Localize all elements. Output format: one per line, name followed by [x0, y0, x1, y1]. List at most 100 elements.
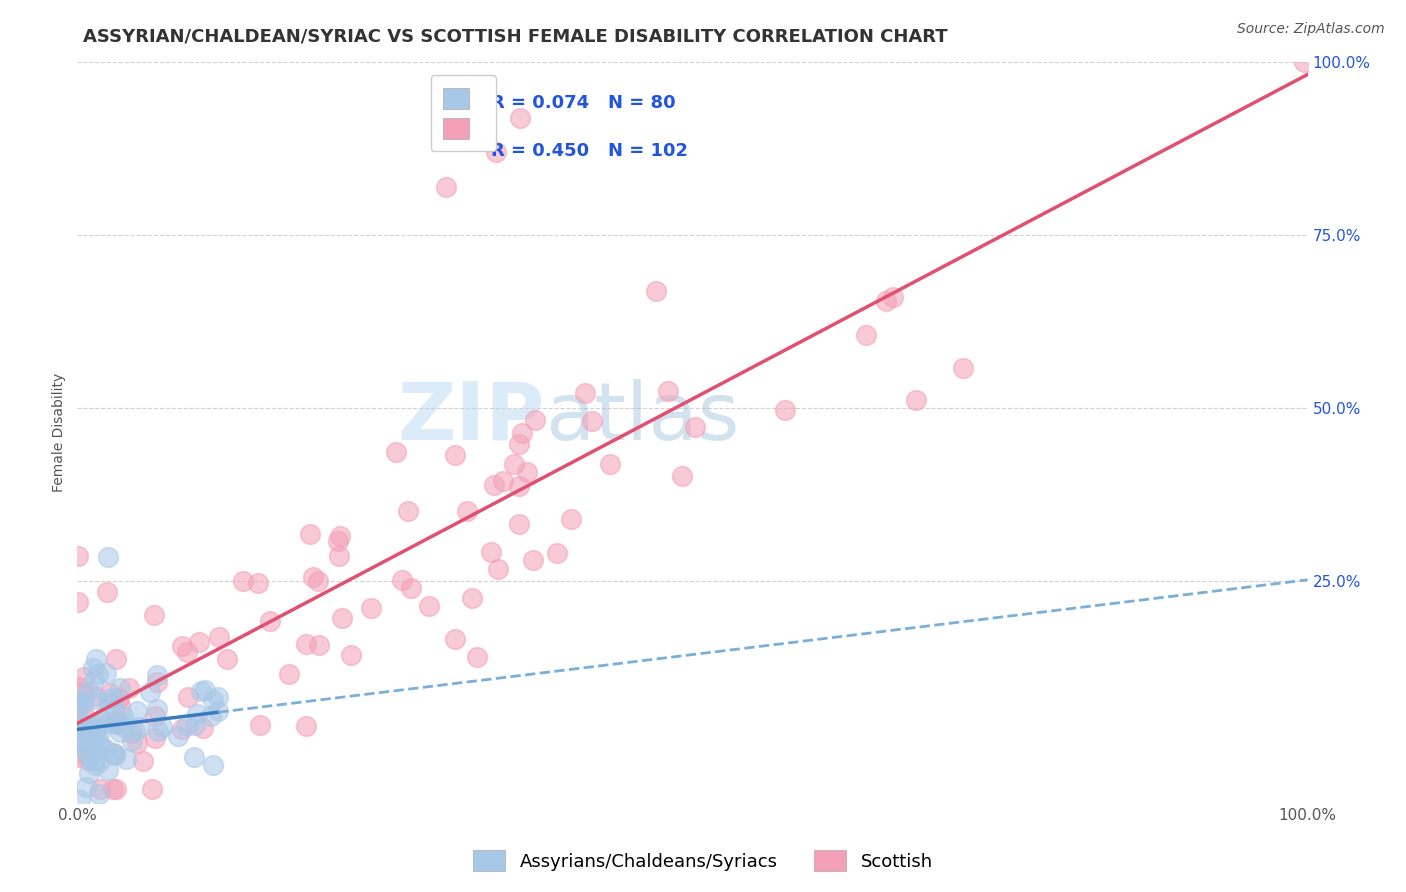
- Point: [94, 666, 117, 681]
- Point: [875, 293, 897, 308]
- Point: [201, 758, 224, 772]
- Point: [277, 667, 299, 681]
- Point: [96, 585, 118, 599]
- Point: [72, 704, 94, 718]
- Point: [125, 736, 148, 750]
- Point: [247, 575, 270, 590]
- Point: [298, 527, 321, 541]
- Point: [104, 781, 127, 796]
- Point: [103, 690, 125, 705]
- Point: [67, 680, 90, 694]
- Point: [83, 729, 105, 743]
- Point: [510, 425, 533, 440]
- Point: [132, 754, 155, 768]
- Point: [110, 725, 132, 739]
- Point: [70, 735, 93, 749]
- Point: [491, 474, 513, 488]
- Point: [80, 726, 103, 740]
- Point: [176, 645, 198, 659]
- Point: [103, 703, 125, 717]
- Point: [184, 717, 207, 731]
- Point: [172, 723, 194, 737]
- Point: [77, 753, 100, 767]
- Point: [101, 746, 124, 760]
- Point: [444, 448, 467, 462]
- Text: ASSYRIAN/CHALDEAN/SYRIAC VS SCOTTISH FEMALE DISABILITY CORRELATION CHART: ASSYRIAN/CHALDEAN/SYRIAC VS SCOTTISH FEM…: [83, 28, 948, 45]
- Text: N = 102: N = 102: [607, 143, 688, 161]
- Point: [882, 290, 904, 304]
- Y-axis label: Female Disability: Female Disability: [52, 373, 66, 492]
- Point: [456, 504, 478, 518]
- Point: [176, 717, 198, 731]
- Point: [581, 414, 603, 428]
- Point: [294, 637, 316, 651]
- Point: [465, 649, 488, 664]
- Point: [508, 479, 530, 493]
- Point: [330, 610, 353, 624]
- Point: [104, 747, 127, 761]
- Point: [202, 693, 225, 707]
- Point: [108, 681, 131, 696]
- Point: [191, 721, 214, 735]
- Text: N = 80: N = 80: [607, 95, 675, 112]
- Point: [307, 574, 329, 588]
- Point: [89, 788, 111, 802]
- Point: [444, 632, 467, 646]
- Point: [75, 724, 97, 739]
- Point: [72, 697, 94, 711]
- Point: [259, 614, 281, 628]
- Point: [67, 731, 90, 746]
- Point: [177, 690, 200, 704]
- Point: [89, 727, 111, 741]
- Point: [560, 512, 582, 526]
- Point: [111, 709, 134, 723]
- Point: [508, 437, 530, 451]
- Point: [207, 690, 229, 704]
- Point: [83, 758, 105, 772]
- Point: [83, 673, 105, 687]
- Point: [143, 731, 166, 745]
- Point: [83, 716, 105, 731]
- Point: [773, 403, 796, 417]
- Point: [340, 648, 363, 663]
- Point: [97, 698, 120, 712]
- Point: [104, 747, 127, 762]
- Point: [546, 546, 568, 560]
- Point: [484, 478, 506, 492]
- Point: [69, 793, 91, 807]
- Point: [105, 716, 128, 731]
- Point: [418, 599, 440, 613]
- Text: R = 0.074: R = 0.074: [491, 95, 589, 112]
- Point: [183, 750, 205, 764]
- Point: [460, 591, 482, 605]
- Point: [172, 639, 194, 653]
- Point: [73, 724, 96, 739]
- Point: [508, 516, 530, 531]
- Point: [77, 684, 100, 698]
- Point: [93, 741, 115, 756]
- Point: [328, 549, 350, 563]
- Point: [401, 581, 423, 595]
- Point: [67, 694, 90, 708]
- Point: [67, 700, 90, 714]
- Point: [86, 692, 108, 706]
- Point: [644, 284, 666, 298]
- Point: [69, 722, 91, 736]
- Point: [391, 573, 413, 587]
- Point: [82, 661, 104, 675]
- Text: R = 0.450: R = 0.450: [491, 143, 589, 161]
- Point: [166, 730, 188, 744]
- Text: atlas: atlas: [546, 379, 740, 457]
- Point: [66, 549, 89, 563]
- Point: [110, 714, 132, 729]
- Point: [396, 504, 419, 518]
- Legend: , : ,: [430, 75, 496, 151]
- Point: [66, 698, 89, 713]
- Point: [107, 690, 129, 705]
- Point: [84, 652, 107, 666]
- Point: [187, 635, 209, 649]
- Point: [80, 723, 103, 738]
- Point: [79, 750, 101, 764]
- Point: [486, 561, 509, 575]
- Point: [93, 741, 115, 756]
